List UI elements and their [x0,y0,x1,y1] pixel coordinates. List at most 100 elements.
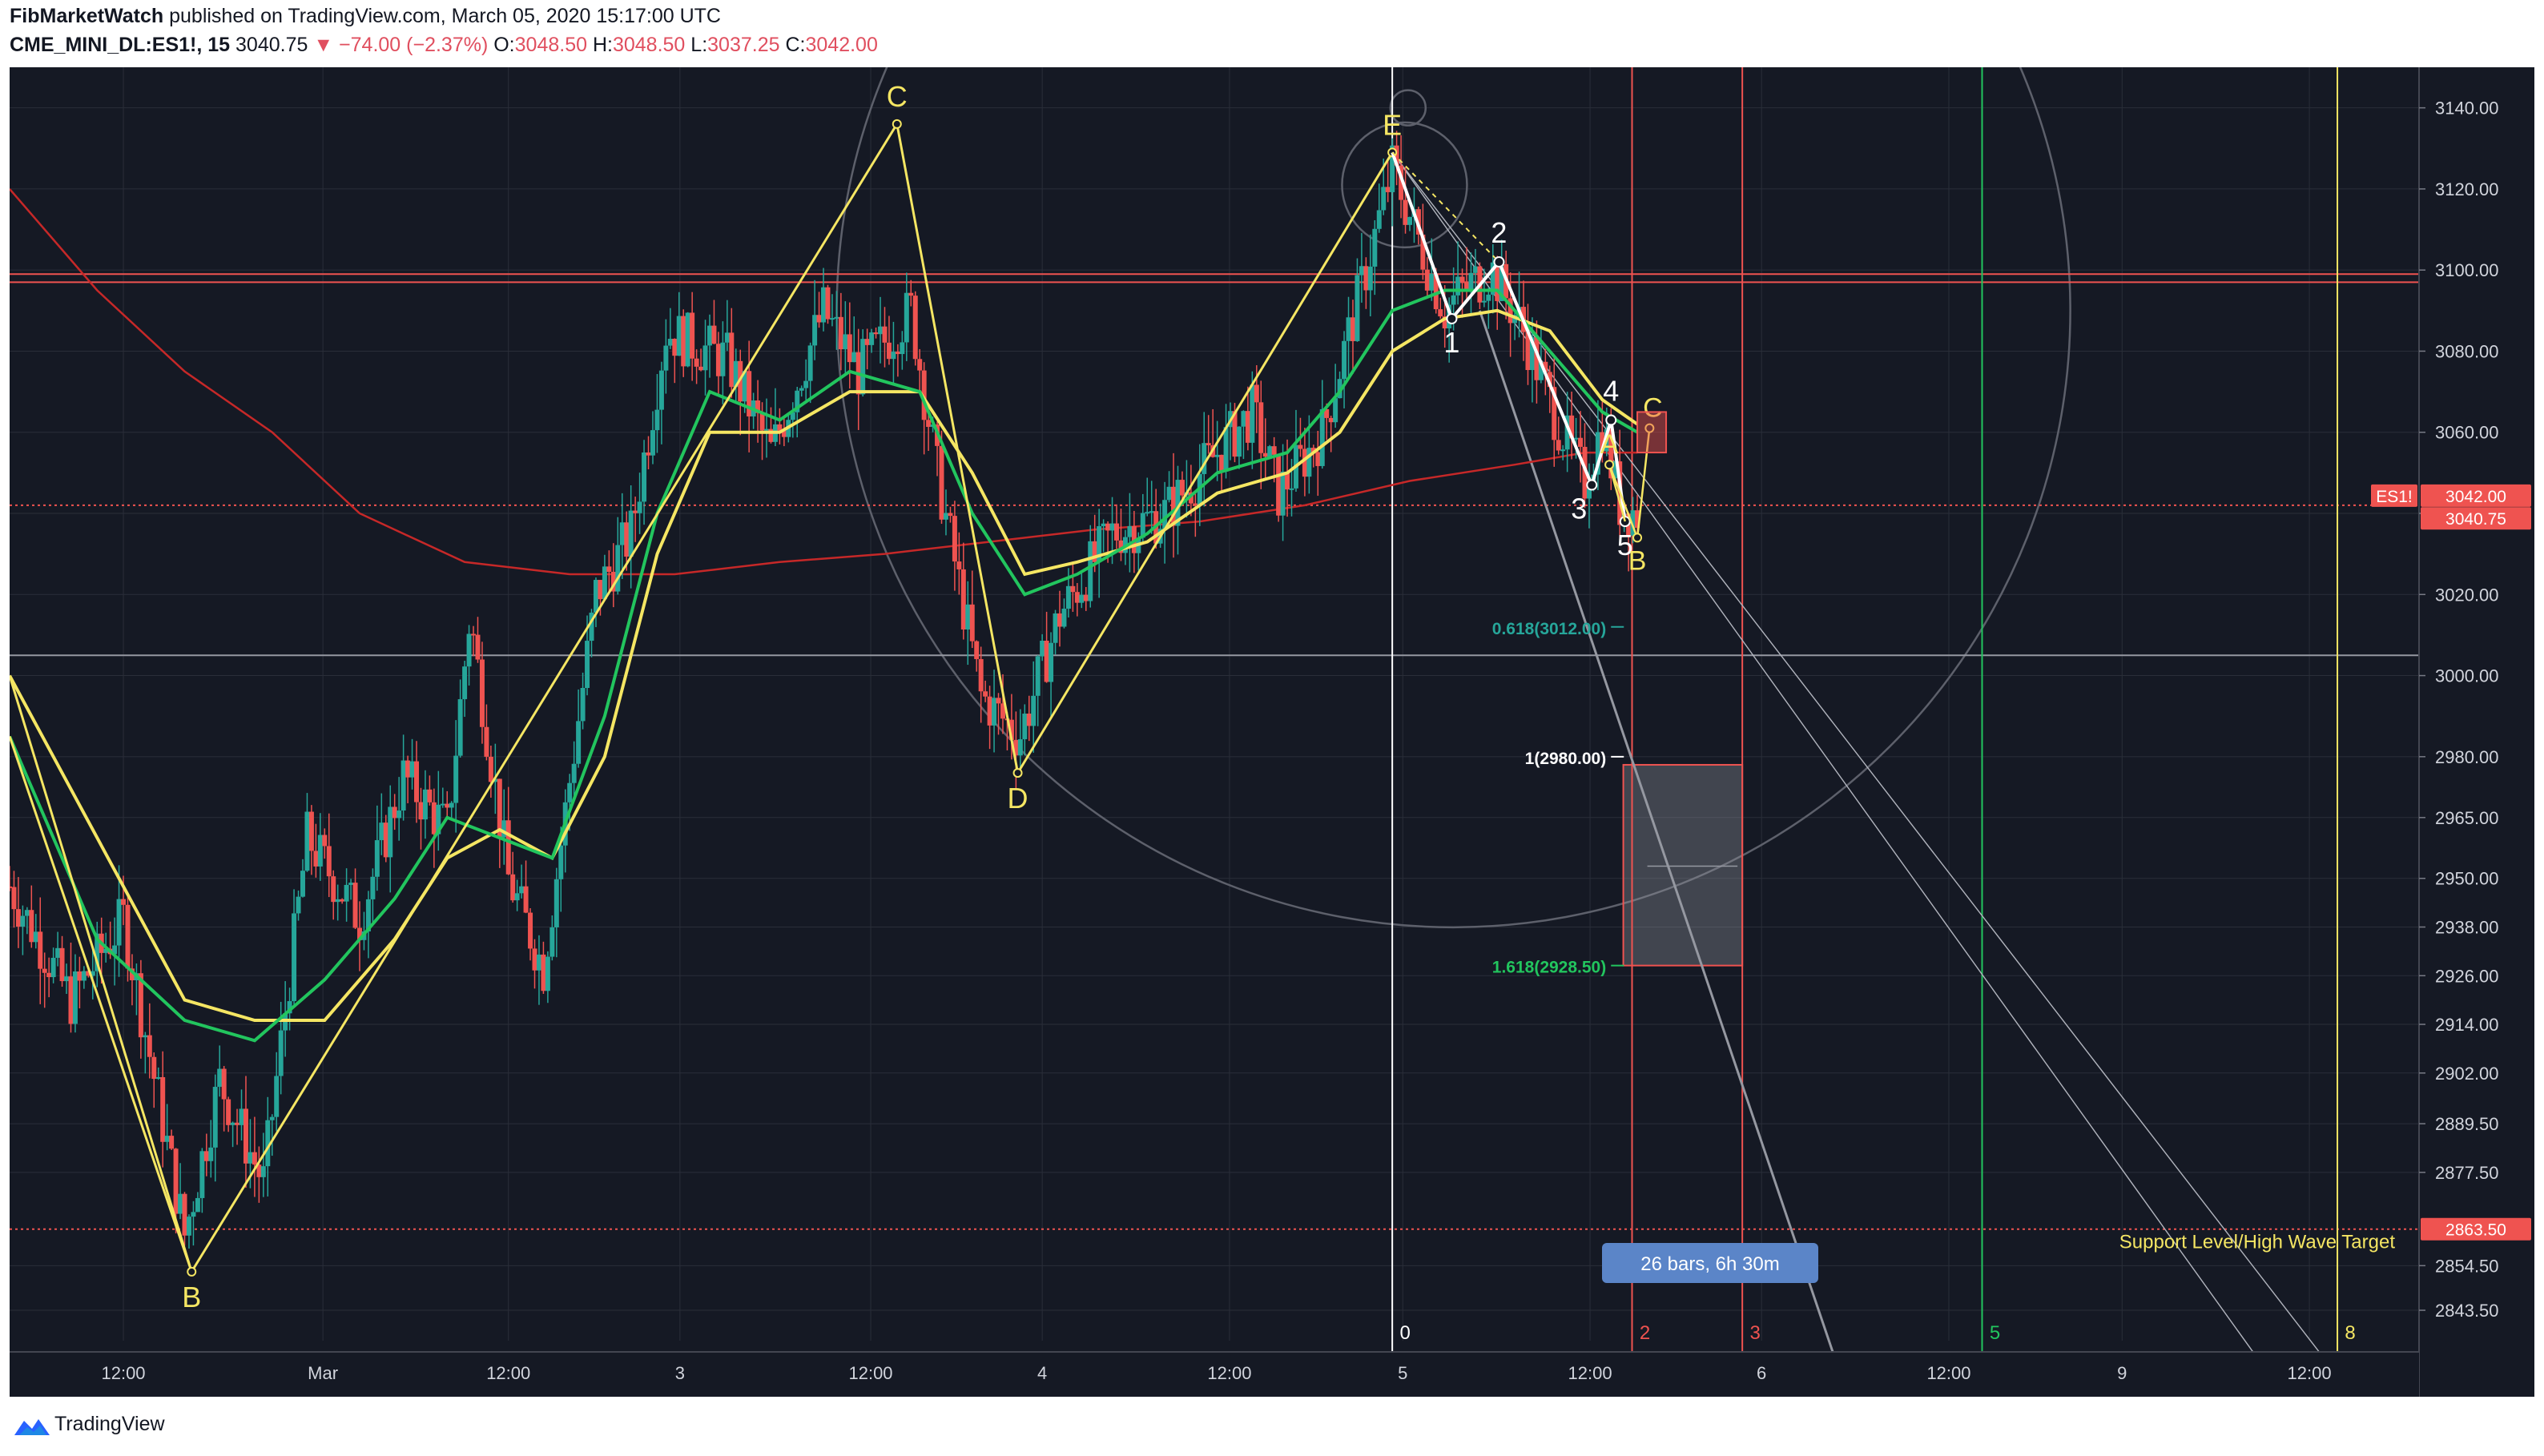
candle-body [908,292,914,296]
candle-body [1109,523,1115,531]
candle-body [628,510,634,557]
candle-body [374,840,380,877]
publisher-name[interactable]: FibMarketWatch [10,5,164,27]
candle-body [996,698,1001,704]
candle-body [1367,266,1373,291]
candle-body [1438,309,1443,317]
candle-body [1302,448,1307,477]
candle-body [917,359,923,371]
candle-body [33,931,38,943]
candle-body [436,804,441,835]
wave-label-C: C [887,80,908,113]
candle-body [475,634,481,660]
candle-body [453,755,459,803]
time-cycle-label: 0 [1399,1322,1410,1344]
candle-body [1403,199,1408,225]
candle-body [1162,500,1168,529]
measure-label: 26 bars, 6h 30m [1640,1253,1779,1275]
candle-body [619,522,625,545]
candle-body [1079,594,1085,603]
price-tick-label: 2980.00 [2435,747,2499,767]
candle-body [287,1001,292,1014]
price-chart[interactable]: B C D E 1 2 3 4 5 A B C 0.618(3012.00) 1(2980.00) 1.61… [10,67,2534,1397]
candle-body [29,910,34,943]
candle-body [1372,228,1378,267]
candle-body [392,806,397,818]
candle-body [598,580,603,600]
candle-body [1179,480,1185,496]
candle-body [1472,266,1478,273]
ma-red-line [10,188,1638,576]
price-tick-label: 3140.00 [2435,99,2499,119]
candle-body [685,312,690,367]
candle-body [304,811,310,871]
candle-body [1175,480,1181,526]
time-tick-label: 12:00 [1207,1363,1251,1383]
chart-footer: TradingView [0,1397,2544,1456]
price-tick-label: 3120.00 [2435,179,2499,199]
candle-body [317,835,323,867]
candle-body [860,339,866,395]
candle-body [681,316,686,367]
candle-body [409,761,415,778]
candle-body [313,851,319,867]
wave-label-B: B [182,1281,201,1313]
candle-body [799,388,804,391]
candle-body [1381,187,1387,211]
candle-body [308,811,314,851]
candle-body [326,846,332,877]
candle-body [1569,415,1575,439]
candle-body [724,332,730,343]
candle-body [497,778,502,838]
candle-body [462,666,468,700]
candle-body [116,899,122,946]
candle-body [501,820,507,838]
candle-body [1049,642,1054,682]
candle-body [1324,408,1330,418]
chart-area[interactable]: B C D E 1 2 3 4 5 A B C 0.618(3012.00) 1(2980.00) 1.61… [10,67,2534,1397]
candle-body [1635,510,1640,529]
candle-body [173,1148,179,1214]
correction-point [1644,423,1655,433]
candle-body [239,1108,244,1125]
candle-body [357,927,362,940]
candle-body [1468,272,1474,290]
candle-body [1145,512,1150,514]
candle-body [466,633,472,667]
time-cycle-label: 2 [1640,1322,1650,1344]
symbol-label[interactable]: CME_MINI_DL:ES1!, 15 [10,34,231,56]
candle-body [1333,398,1338,423]
price-tick-label: 2938.00 [2435,918,2499,938]
candle-body [1429,273,1435,291]
candle-body [1600,432,1605,452]
time-tick-label: 12:00 [486,1363,530,1383]
tradingview-brand[interactable]: TradingView [54,1413,165,1435]
candle-body [1399,165,1404,200]
time-cycle-label: 3 [1749,1322,1760,1344]
candle-body [1285,471,1290,490]
time-tick-label: 5 [1398,1363,1407,1383]
candle-body [1017,739,1023,756]
candle-body [1262,452,1268,457]
candle-body [418,802,424,820]
candle-body [1202,443,1207,474]
candle-body [1495,262,1500,301]
candle-body [707,325,712,346]
candle-body [322,835,328,847]
candle-body [42,968,47,973]
candle-body [365,899,371,932]
candle-body [545,956,550,991]
candle-body [129,968,135,980]
candle-body [46,972,52,978]
candle-body [1000,703,1005,719]
candle-body [610,572,616,592]
tradingview-logo-icon[interactable] [11,1411,53,1438]
candle-body [1459,276,1465,282]
candle-body [493,778,498,782]
candle-body [921,370,927,420]
candle-body [843,334,848,350]
fib-spiral-arc [1341,121,1468,249]
candle-body [1271,446,1277,455]
wave-label-E: E [1383,108,1402,141]
candle-body [160,1076,166,1142]
